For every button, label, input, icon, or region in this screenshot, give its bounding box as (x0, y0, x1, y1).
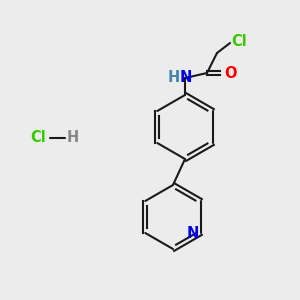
Text: H: H (168, 70, 180, 85)
Text: Cl: Cl (231, 34, 247, 49)
Text: N: N (180, 70, 192, 85)
Text: N: N (186, 226, 199, 241)
Text: Cl: Cl (30, 130, 46, 146)
Text: H: H (67, 130, 79, 146)
Text: O: O (224, 65, 236, 80)
